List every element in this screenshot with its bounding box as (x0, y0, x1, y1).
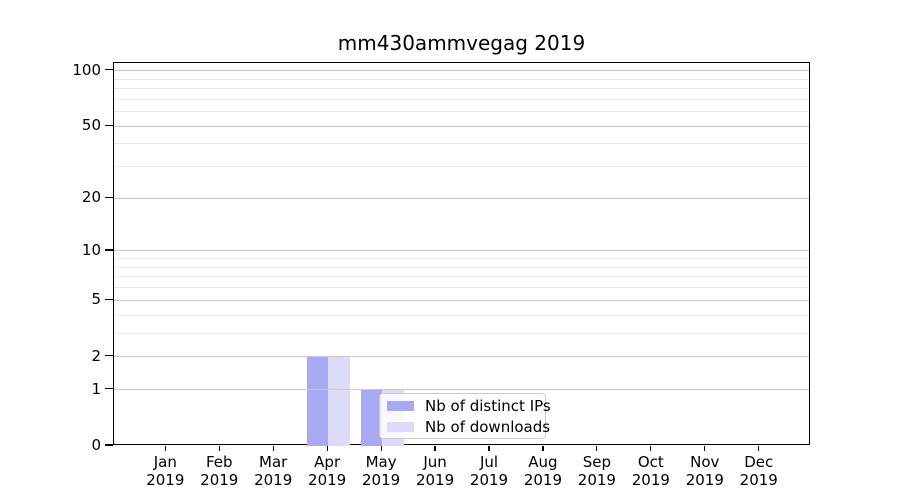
year-label: 2019 (523, 471, 563, 489)
y-gridline-minor (114, 314, 809, 316)
y-gridline-minor (114, 111, 809, 113)
year-label: 2019 (308, 471, 347, 489)
x-tick (542, 446, 544, 451)
x-tick (650, 446, 652, 451)
x-tick-label: Jan 2019 (133, 453, 197, 489)
y-gridline-major (114, 125, 809, 127)
y-gridline-major (114, 197, 809, 199)
month-label: Sep (582, 453, 612, 471)
month-label: Aug (528, 453, 558, 471)
y-gridline-major (114, 299, 809, 301)
x-tick (488, 446, 490, 451)
y-gridline-major (114, 356, 809, 358)
y-gridline-minor (114, 166, 809, 168)
year-label: 2019 (146, 471, 185, 489)
x-tick-label: Dec 2019 (727, 453, 791, 489)
month-label: Nov (690, 453, 720, 471)
x-tick (434, 446, 436, 451)
legend-label-downloads: Nb of downloads (425, 417, 551, 436)
month-label: Feb (205, 453, 233, 471)
year-label: 2019 (685, 471, 724, 489)
chart-title: mm430ammvegag 2019 (337, 31, 586, 55)
year-label: 2019 (362, 471, 401, 489)
x-tick (704, 446, 706, 451)
y-tick-label: 1 (91, 379, 101, 398)
y-tick (105, 69, 113, 71)
y-gridline-minor (114, 258, 809, 260)
y-tick-label: 5 (91, 290, 101, 309)
plot-area: Nb of distinct IPs Nb of downloads (113, 62, 810, 446)
y-tick-label: 50 (81, 116, 101, 135)
y-tick (105, 388, 113, 390)
x-tick (272, 446, 274, 451)
x-tick-label: Sep 2019 (565, 453, 629, 489)
y-gridline-minor (114, 88, 809, 90)
month-label: Jul (479, 453, 499, 471)
year-label: 2019 (415, 471, 455, 489)
x-tick (326, 446, 328, 451)
y-gridline-minor (114, 332, 809, 334)
x-tick-label: Apr 2019 (295, 453, 359, 489)
y-gridline-minor (114, 98, 809, 100)
y-gridline-major (114, 389, 809, 391)
legend-swatch-distinct-ips (387, 400, 414, 411)
y-tick (105, 444, 113, 446)
y-gridline-minor (114, 287, 809, 289)
y-tick-label: 100 (72, 60, 101, 79)
year-label: 2019 (739, 471, 778, 489)
x-tick-label: Jul 2019 (457, 453, 521, 489)
y-tick (105, 355, 113, 357)
x-tick (164, 446, 166, 451)
x-tick-label: Jun 2019 (403, 453, 467, 489)
month-label: Mar (259, 453, 288, 471)
bar-downloads (328, 356, 350, 446)
y-gridline-minor (114, 78, 809, 80)
bar-distinct-ips (360, 389, 383, 446)
month-label: Oct (637, 453, 664, 471)
legend-item-distinct-ips: Nb of distinct IPs (387, 397, 551, 415)
x-tick-label: May 2019 (349, 453, 413, 489)
x-tick-label: Mar 2019 (241, 453, 305, 489)
x-tick-label: Oct 2019 (619, 453, 683, 489)
month-label: Jan (153, 453, 177, 471)
legend-item-downloads: Nb of downloads (387, 418, 550, 436)
y-gridline-minor (114, 276, 809, 278)
year-label: 2019 (577, 471, 616, 489)
x-tick (380, 446, 382, 451)
month-label: Apr (314, 453, 341, 471)
x-tick (218, 446, 220, 451)
year-label: 2019 (631, 471, 670, 489)
year-label: 2019 (200, 471, 239, 489)
month-label: Dec (744, 453, 774, 471)
y-tick (105, 196, 113, 198)
month-label: Jun (423, 453, 447, 471)
x-tick-label: Feb 2019 (187, 453, 251, 489)
year-label: 2019 (254, 471, 293, 489)
y-gridline-minor (114, 143, 809, 145)
x-tick-label: Nov 2019 (673, 453, 737, 489)
x-tick-label: Aug 2019 (511, 453, 575, 489)
legend: Nb of distinct IPs Nb of downloads (379, 393, 551, 439)
x-tick (758, 446, 760, 451)
legend-label-distinct-ips: Nb of distinct IPs (425, 396, 551, 415)
year-label: 2019 (469, 471, 509, 489)
y-tick-label: 2 (91, 346, 101, 365)
month-label: May (365, 453, 397, 471)
y-tick-label: 10 (81, 240, 101, 259)
y-gridline-minor (114, 266, 809, 268)
y-tick (105, 124, 113, 126)
y-gridline-major (114, 70, 809, 72)
y-tick-label: 0 (91, 436, 101, 454)
y-tick (105, 249, 113, 251)
legend-swatch-downloads (387, 421, 414, 432)
y-gridline-major (114, 250, 809, 252)
x-tick (596, 446, 598, 451)
y-tick (105, 298, 113, 300)
grid-layer (114, 63, 809, 444)
y-tick-label: 20 (81, 188, 101, 207)
bar-distinct-ips (306, 356, 329, 446)
